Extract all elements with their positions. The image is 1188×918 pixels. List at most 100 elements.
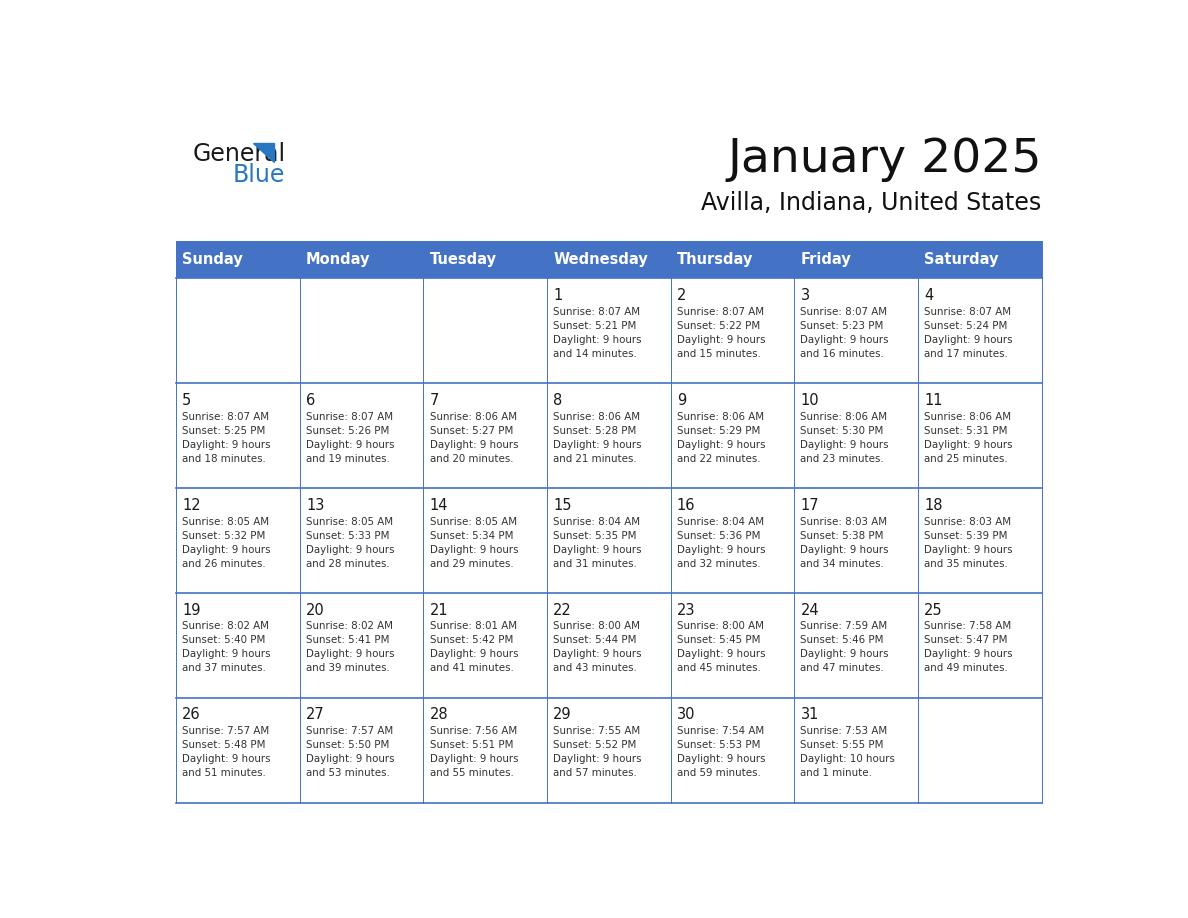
FancyBboxPatch shape [176,593,299,698]
Text: Blue: Blue [233,163,285,187]
Text: Sunrise: 8:01 AM
Sunset: 5:42 PM
Daylight: 9 hours
and 41 minutes.: Sunrise: 8:01 AM Sunset: 5:42 PM Dayligh… [430,621,518,674]
Text: Sunrise: 8:00 AM
Sunset: 5:44 PM
Daylight: 9 hours
and 43 minutes.: Sunrise: 8:00 AM Sunset: 5:44 PM Dayligh… [554,621,642,674]
FancyBboxPatch shape [299,241,423,278]
FancyBboxPatch shape [795,278,918,384]
Text: 31: 31 [801,708,819,722]
Text: Sunrise: 8:03 AM
Sunset: 5:39 PM
Daylight: 9 hours
and 35 minutes.: Sunrise: 8:03 AM Sunset: 5:39 PM Dayligh… [924,517,1012,568]
Text: 28: 28 [430,708,448,722]
FancyBboxPatch shape [546,384,671,488]
FancyBboxPatch shape [176,488,299,593]
Text: 21: 21 [430,602,448,618]
Text: Avilla, Indiana, United States: Avilla, Indiana, United States [701,192,1042,216]
Text: Sunrise: 8:02 AM
Sunset: 5:41 PM
Daylight: 9 hours
and 39 minutes.: Sunrise: 8:02 AM Sunset: 5:41 PM Dayligh… [307,621,394,674]
FancyBboxPatch shape [795,593,918,698]
Text: 1: 1 [554,288,562,303]
Text: Sunrise: 8:05 AM
Sunset: 5:32 PM
Daylight: 9 hours
and 26 minutes.: Sunrise: 8:05 AM Sunset: 5:32 PM Dayligh… [182,517,271,568]
Text: 3: 3 [801,288,809,303]
Text: Saturday: Saturday [924,252,999,267]
Text: Sunrise: 8:05 AM
Sunset: 5:33 PM
Daylight: 9 hours
and 28 minutes.: Sunrise: 8:05 AM Sunset: 5:33 PM Dayligh… [307,517,394,568]
Text: 2: 2 [677,288,687,303]
FancyBboxPatch shape [299,593,423,698]
Text: 10: 10 [801,393,819,408]
Text: Thursday: Thursday [677,252,753,267]
Text: Sunrise: 7:53 AM
Sunset: 5:55 PM
Daylight: 10 hours
and 1 minute.: Sunrise: 7:53 AM Sunset: 5:55 PM Dayligh… [801,726,896,778]
FancyBboxPatch shape [423,384,546,488]
FancyBboxPatch shape [918,278,1042,384]
Text: 22: 22 [554,602,571,618]
FancyBboxPatch shape [795,241,918,278]
Text: 7: 7 [430,393,438,408]
Text: 12: 12 [182,498,201,512]
Text: Sunrise: 8:06 AM
Sunset: 5:31 PM
Daylight: 9 hours
and 25 minutes.: Sunrise: 8:06 AM Sunset: 5:31 PM Dayligh… [924,411,1012,464]
Text: Sunrise: 8:07 AM
Sunset: 5:25 PM
Daylight: 9 hours
and 18 minutes.: Sunrise: 8:07 AM Sunset: 5:25 PM Dayligh… [182,411,271,464]
FancyBboxPatch shape [795,488,918,593]
Text: Sunrise: 8:02 AM
Sunset: 5:40 PM
Daylight: 9 hours
and 37 minutes.: Sunrise: 8:02 AM Sunset: 5:40 PM Dayligh… [182,621,271,674]
Text: January 2025: January 2025 [727,137,1042,182]
Text: Monday: Monday [307,252,371,267]
Text: 16: 16 [677,498,695,512]
Text: Sunrise: 7:57 AM
Sunset: 5:50 PM
Daylight: 9 hours
and 53 minutes.: Sunrise: 7:57 AM Sunset: 5:50 PM Dayligh… [307,726,394,778]
FancyBboxPatch shape [546,488,671,593]
FancyBboxPatch shape [176,384,299,488]
FancyBboxPatch shape [671,278,795,384]
Text: Sunrise: 8:07 AM
Sunset: 5:22 PM
Daylight: 9 hours
and 15 minutes.: Sunrise: 8:07 AM Sunset: 5:22 PM Dayligh… [677,307,765,359]
Text: 11: 11 [924,393,942,408]
FancyBboxPatch shape [671,488,795,593]
Text: Sunrise: 8:04 AM
Sunset: 5:36 PM
Daylight: 9 hours
and 32 minutes.: Sunrise: 8:04 AM Sunset: 5:36 PM Dayligh… [677,517,765,568]
Text: Sunrise: 8:06 AM
Sunset: 5:28 PM
Daylight: 9 hours
and 21 minutes.: Sunrise: 8:06 AM Sunset: 5:28 PM Dayligh… [554,411,642,464]
FancyBboxPatch shape [299,698,423,803]
FancyBboxPatch shape [671,241,795,278]
Text: 6: 6 [307,393,315,408]
Text: Tuesday: Tuesday [430,252,497,267]
Text: 4: 4 [924,288,934,303]
FancyBboxPatch shape [918,488,1042,593]
FancyBboxPatch shape [918,698,1042,803]
Text: Sunrise: 8:07 AM
Sunset: 5:26 PM
Daylight: 9 hours
and 19 minutes.: Sunrise: 8:07 AM Sunset: 5:26 PM Dayligh… [307,411,394,464]
Text: Sunrise: 8:06 AM
Sunset: 5:30 PM
Daylight: 9 hours
and 23 minutes.: Sunrise: 8:06 AM Sunset: 5:30 PM Dayligh… [801,411,889,464]
Text: Sunrise: 7:56 AM
Sunset: 5:51 PM
Daylight: 9 hours
and 55 minutes.: Sunrise: 7:56 AM Sunset: 5:51 PM Dayligh… [430,726,518,778]
FancyBboxPatch shape [423,698,546,803]
FancyBboxPatch shape [918,241,1042,278]
Text: Sunrise: 8:06 AM
Sunset: 5:29 PM
Daylight: 9 hours
and 22 minutes.: Sunrise: 8:06 AM Sunset: 5:29 PM Dayligh… [677,411,765,464]
FancyBboxPatch shape [176,241,299,278]
Text: Sunrise: 7:55 AM
Sunset: 5:52 PM
Daylight: 9 hours
and 57 minutes.: Sunrise: 7:55 AM Sunset: 5:52 PM Dayligh… [554,726,642,778]
FancyBboxPatch shape [795,384,918,488]
FancyBboxPatch shape [918,384,1042,488]
FancyBboxPatch shape [176,698,299,803]
Text: Sunrise: 8:05 AM
Sunset: 5:34 PM
Daylight: 9 hours
and 29 minutes.: Sunrise: 8:05 AM Sunset: 5:34 PM Dayligh… [430,517,518,568]
Text: 27: 27 [307,708,324,722]
FancyBboxPatch shape [671,593,795,698]
Text: 18: 18 [924,498,942,512]
Text: Friday: Friday [801,252,852,267]
FancyBboxPatch shape [546,241,671,278]
Text: 25: 25 [924,602,943,618]
FancyBboxPatch shape [423,278,546,384]
Polygon shape [253,143,273,162]
FancyBboxPatch shape [795,698,918,803]
FancyBboxPatch shape [176,278,299,384]
FancyBboxPatch shape [299,488,423,593]
Text: Sunrise: 8:00 AM
Sunset: 5:45 PM
Daylight: 9 hours
and 45 minutes.: Sunrise: 8:00 AM Sunset: 5:45 PM Dayligh… [677,621,765,674]
Text: Sunrise: 7:57 AM
Sunset: 5:48 PM
Daylight: 9 hours
and 51 minutes.: Sunrise: 7:57 AM Sunset: 5:48 PM Dayligh… [182,726,271,778]
Text: 20: 20 [307,602,324,618]
Text: 5: 5 [182,393,191,408]
FancyBboxPatch shape [423,488,546,593]
Text: 24: 24 [801,602,819,618]
FancyBboxPatch shape [671,698,795,803]
Text: Sunrise: 7:58 AM
Sunset: 5:47 PM
Daylight: 9 hours
and 49 minutes.: Sunrise: 7:58 AM Sunset: 5:47 PM Dayligh… [924,621,1012,674]
Text: 15: 15 [554,498,571,512]
FancyBboxPatch shape [546,278,671,384]
FancyBboxPatch shape [918,593,1042,698]
FancyBboxPatch shape [423,593,546,698]
Text: 8: 8 [554,393,562,408]
Text: 26: 26 [182,708,201,722]
Text: Sunrise: 7:54 AM
Sunset: 5:53 PM
Daylight: 9 hours
and 59 minutes.: Sunrise: 7:54 AM Sunset: 5:53 PM Dayligh… [677,726,765,778]
Text: Sunrise: 8:07 AM
Sunset: 5:24 PM
Daylight: 9 hours
and 17 minutes.: Sunrise: 8:07 AM Sunset: 5:24 PM Dayligh… [924,307,1012,359]
Text: 23: 23 [677,602,695,618]
FancyBboxPatch shape [671,384,795,488]
Text: 19: 19 [182,602,201,618]
Text: 9: 9 [677,393,687,408]
Text: General: General [192,142,286,166]
FancyBboxPatch shape [299,384,423,488]
Text: Sunrise: 7:59 AM
Sunset: 5:46 PM
Daylight: 9 hours
and 47 minutes.: Sunrise: 7:59 AM Sunset: 5:46 PM Dayligh… [801,621,889,674]
